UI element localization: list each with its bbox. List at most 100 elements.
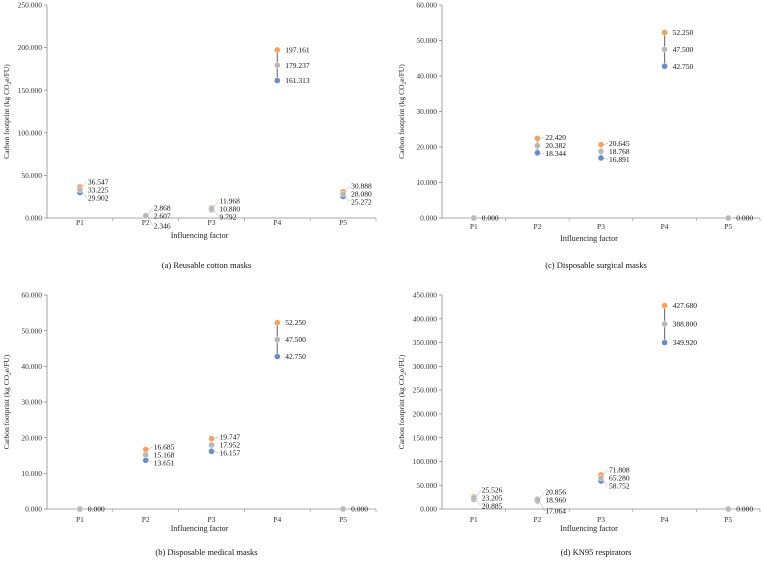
x-tick-label-p1: P1 xyxy=(470,222,478,231)
x-tick-label-p4: P4 xyxy=(273,218,281,227)
y-axis-title-subscript: 2 xyxy=(402,372,408,375)
y-axis-title: Carbon footprint (kg CO2e/FU) xyxy=(397,64,408,159)
y-tick-label: 250.000 xyxy=(18,1,43,10)
y-tick-label: 0.000 xyxy=(25,505,42,514)
y-axis-title-subscript: 2 xyxy=(402,81,408,84)
data-point-base xyxy=(208,205,215,212)
y-tick-label: 30.000 xyxy=(21,398,42,407)
data-point-base xyxy=(274,62,281,69)
y-tick-label: 50.000 xyxy=(21,326,42,335)
label-leader xyxy=(147,460,153,464)
x-tick-label-p1: P1 xyxy=(76,218,84,227)
data-point-low xyxy=(597,154,605,162)
data-point-base xyxy=(534,142,541,149)
data-label-low: 349.920 xyxy=(673,338,698,347)
data-point-base xyxy=(470,494,477,502)
y-tick-label: 450.000 xyxy=(413,291,438,300)
y-axis-title-part: Carbon footprint (kg CO xyxy=(397,84,406,159)
data-point-base xyxy=(76,505,84,513)
label-leader xyxy=(147,207,153,216)
data-point-base xyxy=(661,46,668,53)
label-leader xyxy=(344,185,351,192)
label-leader xyxy=(213,200,219,208)
data-point-low xyxy=(208,448,215,455)
data-label-high: 71.808 xyxy=(609,466,630,475)
data-point-low xyxy=(661,63,668,70)
data-label-low: 18.344 xyxy=(545,149,566,158)
y-tick-label: 20.000 xyxy=(416,143,437,152)
data-label-high: 20.645 xyxy=(609,139,630,148)
data-point-high xyxy=(661,302,668,309)
x-tick-label-p5: P5 xyxy=(339,218,347,227)
data-label-high: 2.868 xyxy=(154,203,171,212)
data-point-base xyxy=(339,190,347,198)
data-label-base: 33.225 xyxy=(88,185,109,194)
data-label-low: 2.346 xyxy=(154,221,171,230)
y-axis-title-part: e/FU) xyxy=(2,354,11,372)
y-tick-label: 250.000 xyxy=(413,386,438,395)
figure-caption: (a) Reusable cotton masks xyxy=(162,260,251,270)
y-axis-title-part: Carbon footprint (kg CO xyxy=(397,374,406,449)
y-axis-title: Carbon footprint (kg CO2e/FU) xyxy=(2,354,13,449)
label-leader xyxy=(539,491,545,500)
label-leader xyxy=(602,469,609,476)
label-leader xyxy=(81,192,88,198)
data-label-base: 0.000 xyxy=(482,214,499,223)
data-point-high xyxy=(274,319,281,326)
x-tick-label-p3: P3 xyxy=(597,515,605,524)
y-tick-label: 0.000 xyxy=(420,214,437,223)
figure-caption: (b) Disposable medical masks xyxy=(155,547,257,557)
y-tick-label: 100.000 xyxy=(18,128,43,137)
y-tick-label: 10.000 xyxy=(21,469,42,478)
data-point-base xyxy=(534,496,541,504)
data-point-base xyxy=(725,505,732,513)
data-label-high: 197.161 xyxy=(285,46,310,55)
data-label-base: 65.280 xyxy=(609,474,630,483)
label-leader xyxy=(213,436,219,439)
y-tick-label: 50.000 xyxy=(21,171,42,180)
x-axis-title: Influencing factor xyxy=(560,524,618,533)
y-axis-title: Carbon footprint (kg CO2e/FU) xyxy=(2,64,13,159)
label-leader xyxy=(213,451,219,454)
data-point-base xyxy=(142,451,149,459)
label-leader xyxy=(475,498,482,507)
x-tick-label-p5: P5 xyxy=(724,515,732,524)
data-point-low xyxy=(274,77,281,84)
y-tick-label: 30.000 xyxy=(416,107,437,116)
label-leader xyxy=(213,209,219,217)
x-tick-label-p2: P2 xyxy=(533,515,541,524)
y-tick-label: 60.000 xyxy=(416,1,437,10)
y-tick-label: 20.000 xyxy=(21,433,42,442)
y-tick-label: 40.000 xyxy=(416,72,437,81)
label-leader xyxy=(539,137,545,139)
label-leader xyxy=(81,181,88,188)
data-label-low: 58.752 xyxy=(609,482,630,491)
data-point-base xyxy=(661,320,668,328)
figure-caption: (c) Disposable surgical masks xyxy=(545,260,647,270)
data-point-base xyxy=(208,441,215,449)
y-tick-label: 350.000 xyxy=(413,338,438,347)
y-axis-title-part: e/FU) xyxy=(397,354,406,372)
data-label-base: 0.000 xyxy=(736,214,753,223)
label-leader xyxy=(602,480,609,487)
data-point-high xyxy=(661,29,668,36)
x-axis-title: Influencing factor xyxy=(171,524,229,533)
data-label-base: 18.768 xyxy=(609,147,630,156)
y-tick-label: 50.000 xyxy=(416,481,437,490)
data-label-base: 179.237 xyxy=(285,61,310,70)
data-point-high xyxy=(274,46,281,54)
data-label-base: 47.500 xyxy=(285,335,306,344)
y-tick-label: 50.000 xyxy=(416,36,437,45)
data-label-low: 42.750 xyxy=(285,352,306,361)
y-axis-title: Carbon footprint (kg CO2e/FU) xyxy=(397,354,408,449)
x-tick-label-p2: P2 xyxy=(142,218,150,227)
y-axis-title-part: e/FU) xyxy=(2,64,11,82)
x-axis-title: Influencing factor xyxy=(560,234,618,243)
x-tick-label-p1: P1 xyxy=(470,515,478,524)
label-leader xyxy=(147,446,153,450)
data-label-high: 30.888 xyxy=(351,182,372,191)
data-label-base: 28.080 xyxy=(351,190,372,199)
data-label-high: 427.680 xyxy=(673,301,698,310)
chart-panel-d: 0.000 50.000 100.000 150.000 200.000 250.000 3… xyxy=(397,291,761,557)
data-point-base xyxy=(597,474,605,482)
